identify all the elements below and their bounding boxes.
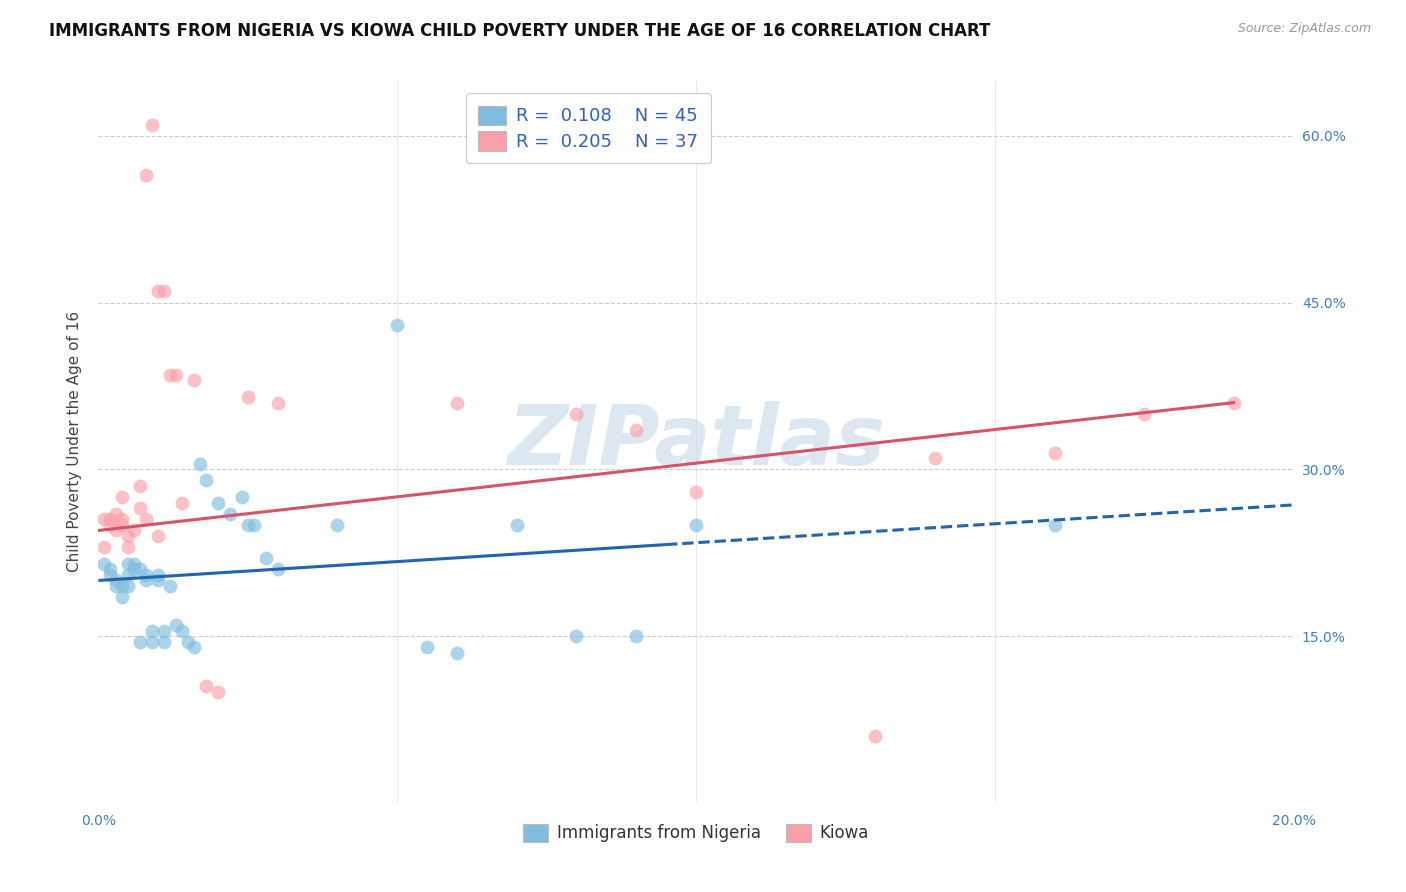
Point	[111, 590, 134, 604]
Point	[506, 517, 529, 532]
Point	[1043, 445, 1066, 459]
Point	[165, 618, 187, 632]
Point	[416, 640, 439, 655]
Point	[135, 568, 157, 582]
Point	[172, 496, 194, 510]
Point	[117, 568, 139, 582]
Point	[565, 407, 588, 421]
Point	[1043, 517, 1066, 532]
Point	[177, 634, 200, 648]
Text: ZIPatlas: ZIPatlas	[508, 401, 884, 482]
Point	[98, 562, 122, 576]
Point	[111, 579, 134, 593]
Point	[446, 395, 468, 409]
Point	[105, 574, 128, 588]
Point	[124, 524, 146, 538]
Point	[254, 551, 277, 566]
Point	[129, 479, 152, 493]
Point	[98, 568, 122, 582]
Point	[626, 424, 648, 438]
Point	[159, 368, 181, 382]
Point	[124, 557, 146, 571]
Point	[93, 540, 115, 554]
Point	[565, 629, 588, 643]
Point	[626, 629, 648, 643]
Point	[117, 529, 139, 543]
Point	[243, 517, 266, 532]
Point	[148, 285, 170, 299]
Point	[141, 634, 163, 648]
Point	[207, 496, 229, 510]
Point	[685, 517, 707, 532]
Point	[385, 318, 409, 332]
Point	[117, 540, 139, 554]
Point	[267, 395, 290, 409]
Point	[231, 490, 253, 504]
Point	[207, 684, 229, 698]
Point	[195, 474, 218, 488]
Point	[153, 624, 176, 638]
Point	[98, 517, 122, 532]
Point	[135, 574, 157, 588]
Point	[141, 624, 163, 638]
Point	[924, 451, 946, 466]
Point	[172, 624, 194, 638]
Point	[153, 285, 176, 299]
Point	[326, 517, 349, 532]
Point	[195, 679, 218, 693]
Point	[98, 512, 122, 526]
Point	[1133, 407, 1156, 421]
Point	[865, 729, 887, 743]
Point	[135, 512, 157, 526]
Point	[183, 373, 205, 387]
Point	[153, 634, 176, 648]
Point	[111, 517, 134, 532]
Point	[159, 579, 181, 593]
Point	[93, 512, 115, 526]
Point	[236, 390, 259, 404]
Point	[188, 457, 211, 471]
Point	[148, 529, 170, 543]
Y-axis label: Child Poverty Under the Age of 16: Child Poverty Under the Age of 16	[66, 311, 82, 572]
Point	[117, 579, 139, 593]
Point	[685, 484, 707, 499]
Point	[129, 634, 152, 648]
Point	[111, 490, 134, 504]
Text: Source: ZipAtlas.com: Source: ZipAtlas.com	[1237, 22, 1371, 36]
Point	[165, 368, 187, 382]
Point	[93, 557, 115, 571]
Point	[148, 568, 170, 582]
Point	[135, 168, 157, 182]
Text: IMMIGRANTS FROM NIGERIA VS KIOWA CHILD POVERTY UNDER THE AGE OF 16 CORRELATION C: IMMIGRANTS FROM NIGERIA VS KIOWA CHILD P…	[49, 22, 991, 40]
Point	[267, 562, 290, 576]
Point	[105, 524, 128, 538]
Point	[129, 501, 152, 516]
Point	[183, 640, 205, 655]
Point	[1223, 395, 1246, 409]
Point	[236, 517, 259, 532]
Point	[124, 562, 146, 576]
Point	[129, 562, 152, 576]
Point	[105, 507, 128, 521]
Point	[111, 512, 134, 526]
Point	[105, 579, 128, 593]
Point	[117, 557, 139, 571]
Legend: Immigrants from Nigeria, Kiowa: Immigrants from Nigeria, Kiowa	[513, 814, 879, 852]
Point	[148, 574, 170, 588]
Point	[141, 118, 163, 132]
Point	[446, 646, 468, 660]
Point	[219, 507, 242, 521]
